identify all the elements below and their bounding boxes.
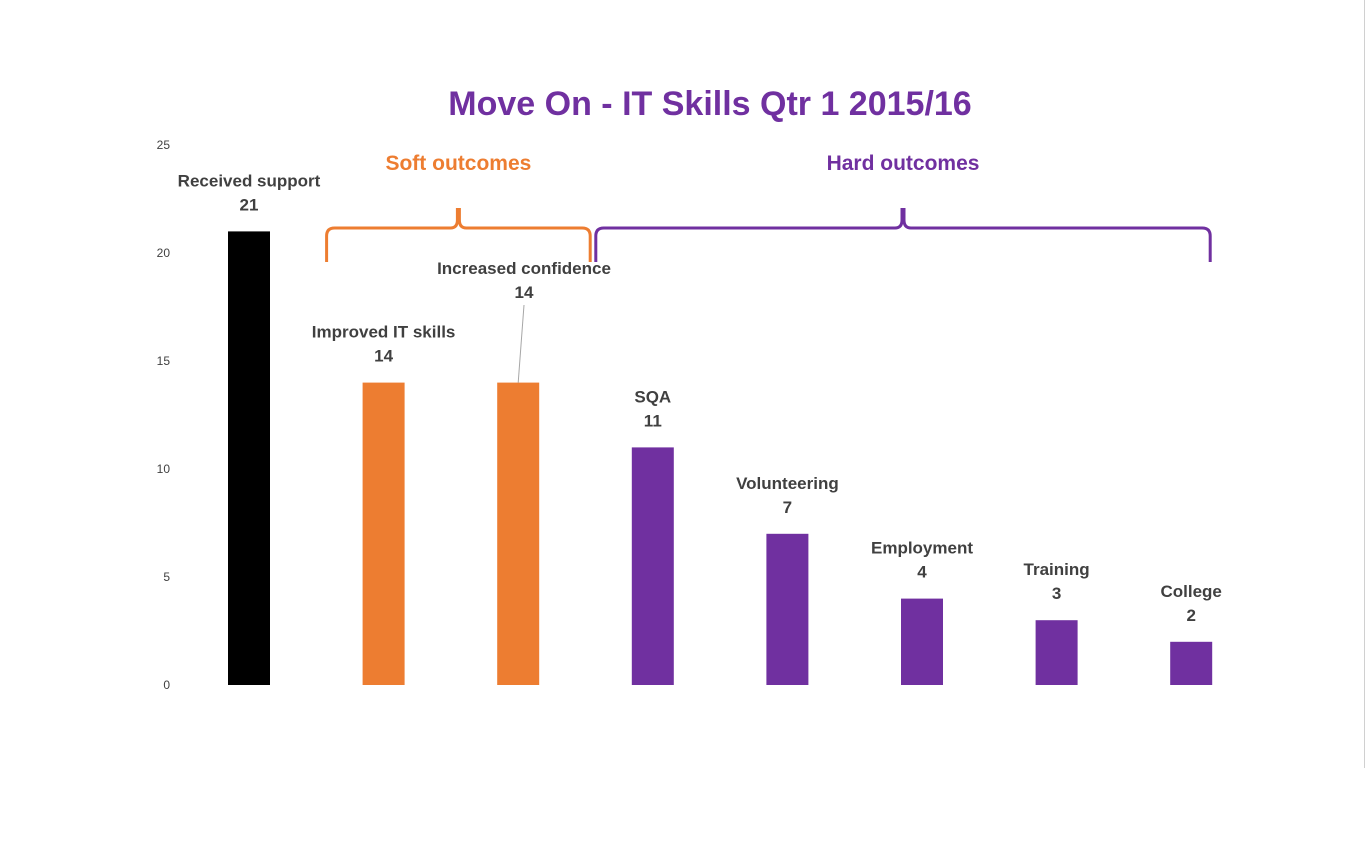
bar (1035, 620, 1078, 685)
value-label: 14 (374, 347, 393, 366)
category-label: Employment (871, 539, 973, 558)
category-label: Training (1024, 560, 1090, 579)
value-label: 2 (1186, 606, 1195, 625)
bar (631, 447, 674, 685)
bar (901, 598, 943, 685)
value-label: 11 (644, 411, 662, 430)
category-label: Increased confidence (437, 259, 611, 278)
group-brackets: Soft outcomes Hard outcomes (325, 152, 1212, 262)
y-tick-label: 20 (157, 246, 171, 260)
group-bracket (325, 208, 592, 262)
category-label: SQA (634, 387, 671, 406)
group-label: Hard outcomes (827, 152, 980, 175)
group-label: Soft outcomes (385, 152, 531, 175)
page-edge-divider (1364, 0, 1365, 768)
group-bracket (594, 208, 1212, 262)
bar (766, 533, 809, 685)
y-tick-label: 15 (157, 354, 171, 368)
value-label: 4 (917, 563, 927, 582)
bar (497, 382, 540, 685)
y-tick-label: 0 (163, 678, 170, 692)
category-label: Improved IT skills (312, 323, 456, 342)
value-label: 14 (515, 283, 534, 302)
bar (362, 382, 405, 685)
y-tick-label: 10 (157, 462, 171, 476)
category-label: College (1160, 582, 1221, 601)
category-label: Received support (178, 171, 321, 190)
y-tick-label: 25 (157, 138, 171, 152)
bars (228, 231, 1213, 685)
y-tick-label: 5 (163, 570, 170, 584)
value-label: 3 (1052, 584, 1061, 603)
value-label: 21 (240, 195, 259, 214)
data-labels: Received support 21 Improved IT skills 14 In… (178, 171, 1222, 624)
chart-title: Move On - IT Skills Qtr 1 2015/16 (448, 85, 971, 123)
bar (228, 231, 270, 685)
value-label: 7 (783, 498, 792, 517)
category-label: Volunteering (736, 474, 839, 493)
leader-line (517, 304, 525, 383)
bar (1170, 641, 1213, 685)
y-axis: 0 5 10 15 20 25 (157, 138, 171, 692)
